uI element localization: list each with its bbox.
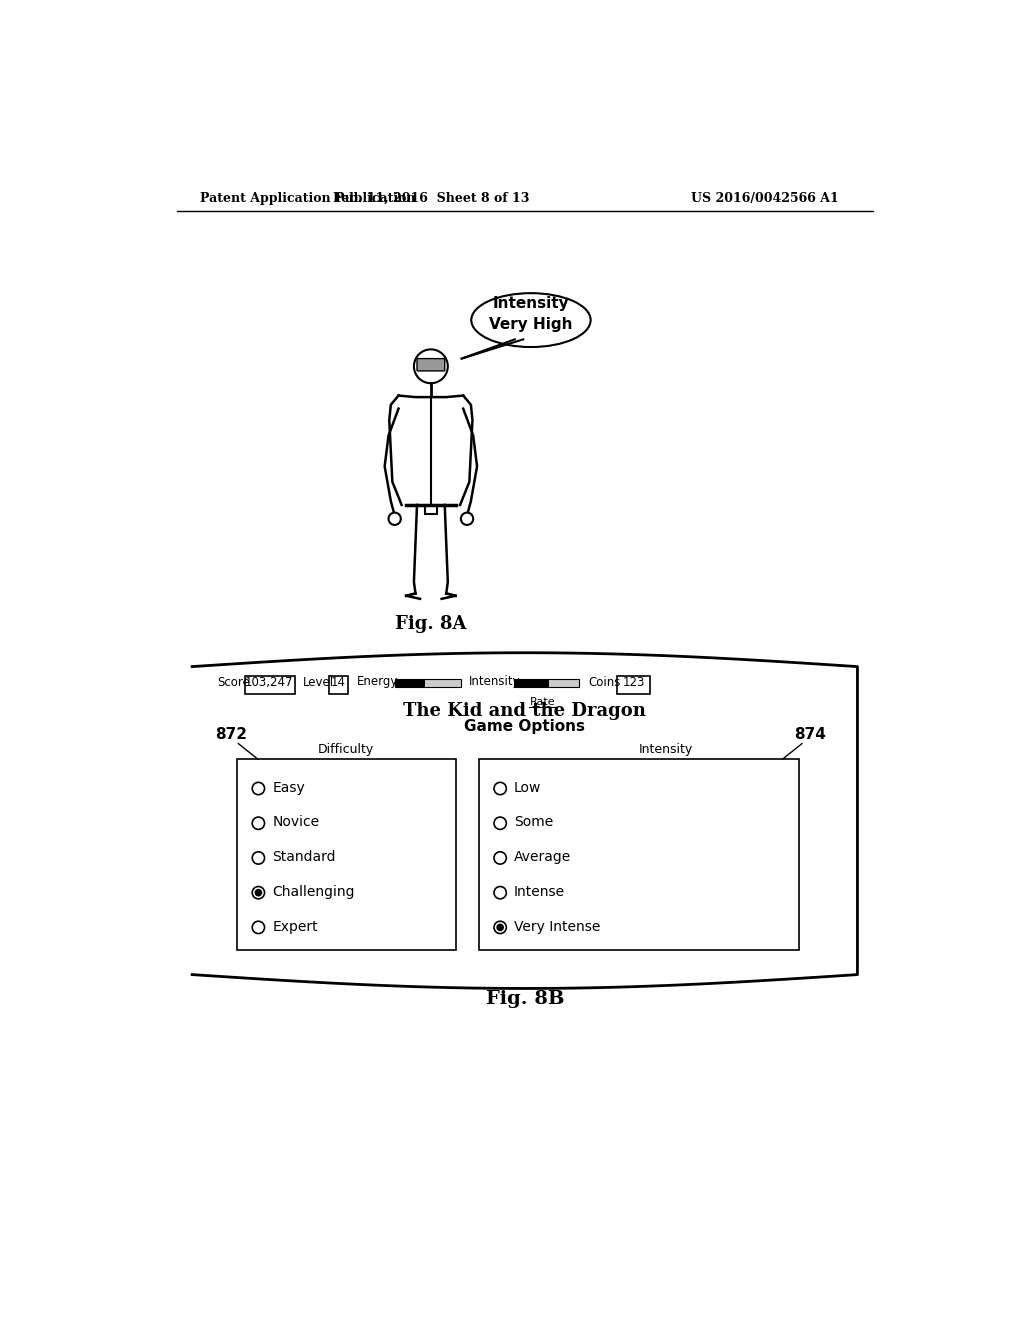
Text: Fig. 8B: Fig. 8B: [485, 990, 564, 1008]
Text: Fig. 8A: Fig. 8A: [395, 615, 467, 634]
Text: Low: Low: [514, 780, 542, 795]
Text: 872: 872: [215, 727, 247, 742]
FancyBboxPatch shape: [395, 678, 461, 686]
Text: 874: 874: [794, 727, 825, 742]
FancyBboxPatch shape: [237, 759, 456, 950]
Polygon shape: [193, 653, 857, 989]
Text: Very Intense: Very Intense: [514, 920, 600, 933]
Circle shape: [255, 888, 262, 896]
Text: Intensity: Intensity: [469, 676, 521, 689]
Circle shape: [494, 783, 506, 795]
Text: Game Options: Game Options: [464, 719, 586, 734]
Circle shape: [252, 817, 264, 829]
Text: 14: 14: [331, 676, 346, 689]
Text: Feb. 11, 2016  Sheet 8 of 13: Feb. 11, 2016 Sheet 8 of 13: [333, 191, 529, 205]
Text: Some: Some: [514, 816, 553, 829]
Circle shape: [414, 350, 447, 383]
Ellipse shape: [471, 293, 591, 347]
Circle shape: [497, 924, 504, 931]
Text: Standard: Standard: [272, 850, 336, 865]
Circle shape: [252, 851, 264, 865]
Circle shape: [494, 851, 506, 865]
Circle shape: [494, 921, 506, 933]
FancyBboxPatch shape: [478, 759, 799, 950]
FancyBboxPatch shape: [514, 678, 549, 686]
Polygon shape: [462, 339, 523, 359]
FancyBboxPatch shape: [417, 359, 444, 371]
Text: Intensity
Very High: Intensity Very High: [489, 296, 572, 331]
Text: US 2016/0042566 A1: US 2016/0042566 A1: [691, 191, 839, 205]
Text: Level: Level: [303, 676, 334, 689]
Text: Coins: Coins: [589, 676, 622, 689]
Circle shape: [494, 817, 506, 829]
Text: Easy: Easy: [272, 780, 305, 795]
Circle shape: [252, 887, 264, 899]
Text: Average: Average: [514, 850, 571, 865]
Circle shape: [494, 887, 506, 899]
Circle shape: [461, 512, 473, 525]
Text: The Kid and the Dragon: The Kid and the Dragon: [403, 702, 646, 721]
Text: Difficulty: Difficulty: [318, 743, 375, 756]
Text: Patent Application Publication: Patent Application Publication: [200, 191, 416, 205]
Circle shape: [252, 783, 264, 795]
Circle shape: [388, 512, 400, 525]
Circle shape: [252, 921, 264, 933]
Text: Challenging: Challenging: [272, 884, 354, 899]
Text: Expert: Expert: [272, 920, 317, 933]
Text: 103,247: 103,247: [245, 676, 294, 689]
Text: Rate: Rate: [529, 697, 555, 708]
Text: Energy: Energy: [357, 676, 398, 689]
Text: 123: 123: [623, 676, 644, 689]
FancyBboxPatch shape: [514, 678, 580, 686]
Text: Score: Score: [217, 676, 250, 689]
Text: Intense: Intense: [514, 884, 565, 899]
Text: Intensity: Intensity: [639, 743, 693, 756]
Text: Novice: Novice: [272, 816, 319, 829]
FancyBboxPatch shape: [395, 678, 425, 686]
